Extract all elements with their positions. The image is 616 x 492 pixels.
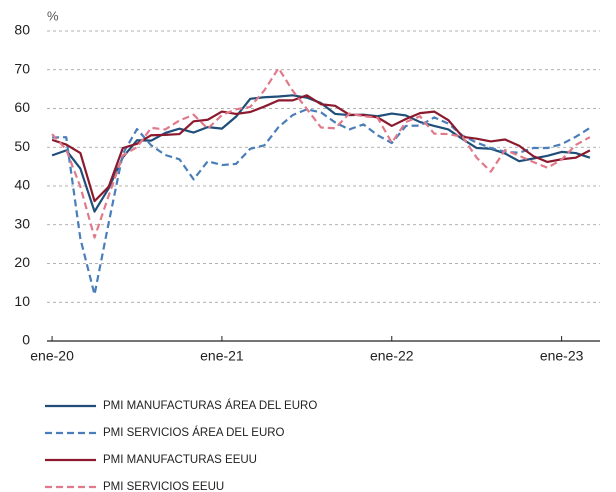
legend-label: PMI MANUFACTURAS EEUU [103,454,257,466]
y-tick-label: 0 [22,332,30,348]
x-tick-label: ene-20 [30,348,74,364]
legend-label: PMI SERVICIOS EEUU [103,481,224,492]
y-axis-label: % [47,8,59,23]
x-tick-label: ene-22 [370,348,414,364]
y-tick-label: 70 [14,60,30,76]
series-line [51,67,591,239]
series-line [52,108,591,296]
legend-label: PMI SERVICIOS ÁREA DEL EURO [103,426,285,439]
series-line [51,94,591,203]
y-tick-label: 40 [14,177,30,193]
y-tick-label: 20 [14,254,30,270]
y-tick-label: 60 [14,99,30,115]
x-tick-label: ene-21 [200,348,244,364]
y-tick-label: 50 [14,138,30,154]
y-tick-label: 80 [14,22,30,38]
y-tick-label: 10 [14,293,30,309]
legend-label: PMI MANUFACTURAS ÁREA DEL EURO [103,399,317,412]
x-tick-label: ene-23 [540,348,584,364]
y-tick-label: 30 [14,215,30,231]
